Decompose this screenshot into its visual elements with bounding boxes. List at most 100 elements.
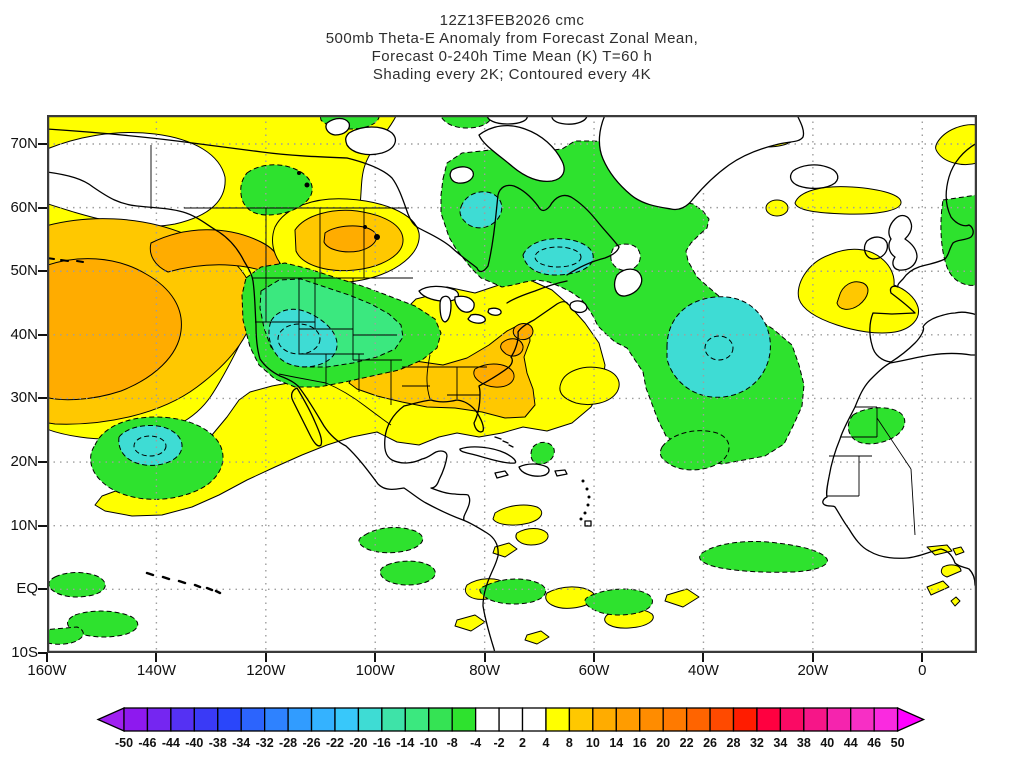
equatorial-yellow-f xyxy=(524,630,550,645)
colorbar-segment--20-to--16 xyxy=(357,707,383,732)
colorbar-segment-14-to-16 xyxy=(615,707,641,732)
lon-tick-20W xyxy=(811,653,814,662)
colorbar-segment--22-to--20 xyxy=(334,707,360,732)
title-datetime: 12Z13FEB2026 cmc xyxy=(439,12,585,29)
venezuela-yellow-a xyxy=(492,504,543,526)
colorbar-segment--26-to--22 xyxy=(310,707,336,732)
tennessee-orange-spot xyxy=(473,363,515,388)
colorbar-segment--14-to--10 xyxy=(404,707,430,732)
newfoundland xyxy=(614,268,643,297)
lat-label-20N: 20N xyxy=(10,453,38,471)
lat-label-40N: 40N xyxy=(10,325,38,343)
colorbar-arrow-right xyxy=(896,707,926,732)
atlantic-teal-core xyxy=(666,296,771,398)
iceland xyxy=(789,164,839,190)
lat-label-10S: 10S xyxy=(11,643,38,661)
lon-label-80W: 80W xyxy=(469,662,501,679)
colorbar-label--26: -26 xyxy=(303,736,321,750)
colorbar-segment-4-to-8 xyxy=(545,707,571,732)
lat-label-70N: 70N xyxy=(10,135,38,152)
colorbar-label--50: -50 xyxy=(115,736,133,750)
map-frame xyxy=(47,115,977,653)
lon-tick-100W xyxy=(374,653,377,662)
equatorial-green-c xyxy=(47,626,84,645)
iberia-gold-core xyxy=(836,281,869,310)
africa-borders xyxy=(827,406,916,536)
colorbar-label--4: -4 xyxy=(470,736,481,750)
lon-label-100W: 100W xyxy=(355,662,395,679)
lon-label-120W: 120W xyxy=(246,662,286,679)
title-forecast-range: Forecast 0-240h Time Mean (K) T=60 h xyxy=(371,48,653,65)
equatorial-green-a xyxy=(48,572,106,598)
lon-label-160W: 160W xyxy=(27,662,67,679)
southampton-island xyxy=(449,166,474,184)
colorbar-segment--16-to--14 xyxy=(381,707,406,732)
hawaii-teal-core xyxy=(118,424,183,466)
colorbar-label-8: 8 xyxy=(566,736,573,750)
lon-label-0: 0 xyxy=(918,662,927,679)
colorbar-segment--40-to--38 xyxy=(193,707,219,732)
gulf-of-guinea-yellow-c xyxy=(940,564,962,578)
colorbar-label-2: 2 xyxy=(519,736,526,750)
colorbar-label-40: 40 xyxy=(820,736,834,750)
colorbar-label-46: 46 xyxy=(867,736,881,750)
gridlines xyxy=(47,115,977,653)
baja-peninsula xyxy=(290,387,323,447)
colorbar-label--34: -34 xyxy=(232,736,250,750)
colorbar-label-44: 44 xyxy=(844,736,858,750)
great-lakes xyxy=(418,285,502,324)
alaska-north-coast xyxy=(47,128,348,159)
colorbar-label--22: -22 xyxy=(326,736,344,750)
colorbar-arrow-left xyxy=(96,707,125,732)
trinidad xyxy=(584,520,592,527)
lon-label-60W: 60W xyxy=(578,662,610,679)
lat-tick-10S xyxy=(38,651,47,654)
lake-ontario xyxy=(487,307,502,316)
colorbar-label--20: -20 xyxy=(349,736,367,750)
lon-tick-120W xyxy=(264,653,267,662)
africa-coast xyxy=(822,352,977,590)
europe-coast xyxy=(869,142,977,363)
nevada-teal-core xyxy=(268,308,338,368)
lat-tick-30N xyxy=(38,397,47,400)
midatlantic-yellow-oval xyxy=(559,366,620,406)
lon-tick-40W xyxy=(702,653,705,662)
quebec-teal-core xyxy=(522,238,594,276)
jamaica xyxy=(494,470,509,479)
hispaniola xyxy=(518,463,550,477)
lon-tick-0 xyxy=(921,653,924,662)
lesser-antilles xyxy=(579,479,591,521)
greenland xyxy=(598,115,805,211)
colorbar-segment-22-to-26 xyxy=(685,707,711,732)
colorbar-segment--8-to--4 xyxy=(451,707,477,732)
central-atlantic-green-spot xyxy=(659,430,730,471)
lon-tick-160W xyxy=(46,653,48,662)
colorbar-label-38: 38 xyxy=(797,736,811,750)
canadian-lakes-specks xyxy=(297,171,380,240)
ellesmere-island xyxy=(551,115,588,125)
colorbar-segment--2-to-2 xyxy=(498,707,524,732)
colorbar-segment--32-to--28 xyxy=(264,707,289,732)
lake-michigan xyxy=(439,295,452,323)
lake-huron xyxy=(454,295,475,313)
colorbar-label-34: 34 xyxy=(773,736,787,750)
equatorial-green-e xyxy=(379,560,436,586)
colombia-yellow-c xyxy=(492,542,518,558)
equatorial-green-g xyxy=(584,588,653,616)
colorbar-segment--4-to--2 xyxy=(474,707,500,732)
colorbar-labels: -50 -46 -44 -40 -38 -34 -32 -28 -26 -22 -20 -16 -14-… xyxy=(115,736,905,750)
colorbar-label-50: 50 xyxy=(891,736,905,750)
lat-tick-20N xyxy=(38,461,47,464)
colorbar-label-28: 28 xyxy=(727,736,741,750)
lon-tick-80W xyxy=(483,653,486,662)
us-canada-state-borders xyxy=(150,145,487,426)
colorbar-label-22: 22 xyxy=(680,736,694,750)
lon-label-20W: 20W xyxy=(797,662,829,679)
colorbar-segment-44-to-46 xyxy=(850,707,875,732)
colorbar-label--44: -44 xyxy=(162,736,180,750)
colorbar-segment--38-to--34 xyxy=(217,707,242,732)
colorbar-segment--34-to--32 xyxy=(240,707,266,732)
hudsonbay-teal-core xyxy=(459,191,503,229)
colorbar-segment--28-to--26 xyxy=(287,707,313,732)
caribbean-green-spot xyxy=(530,441,555,465)
